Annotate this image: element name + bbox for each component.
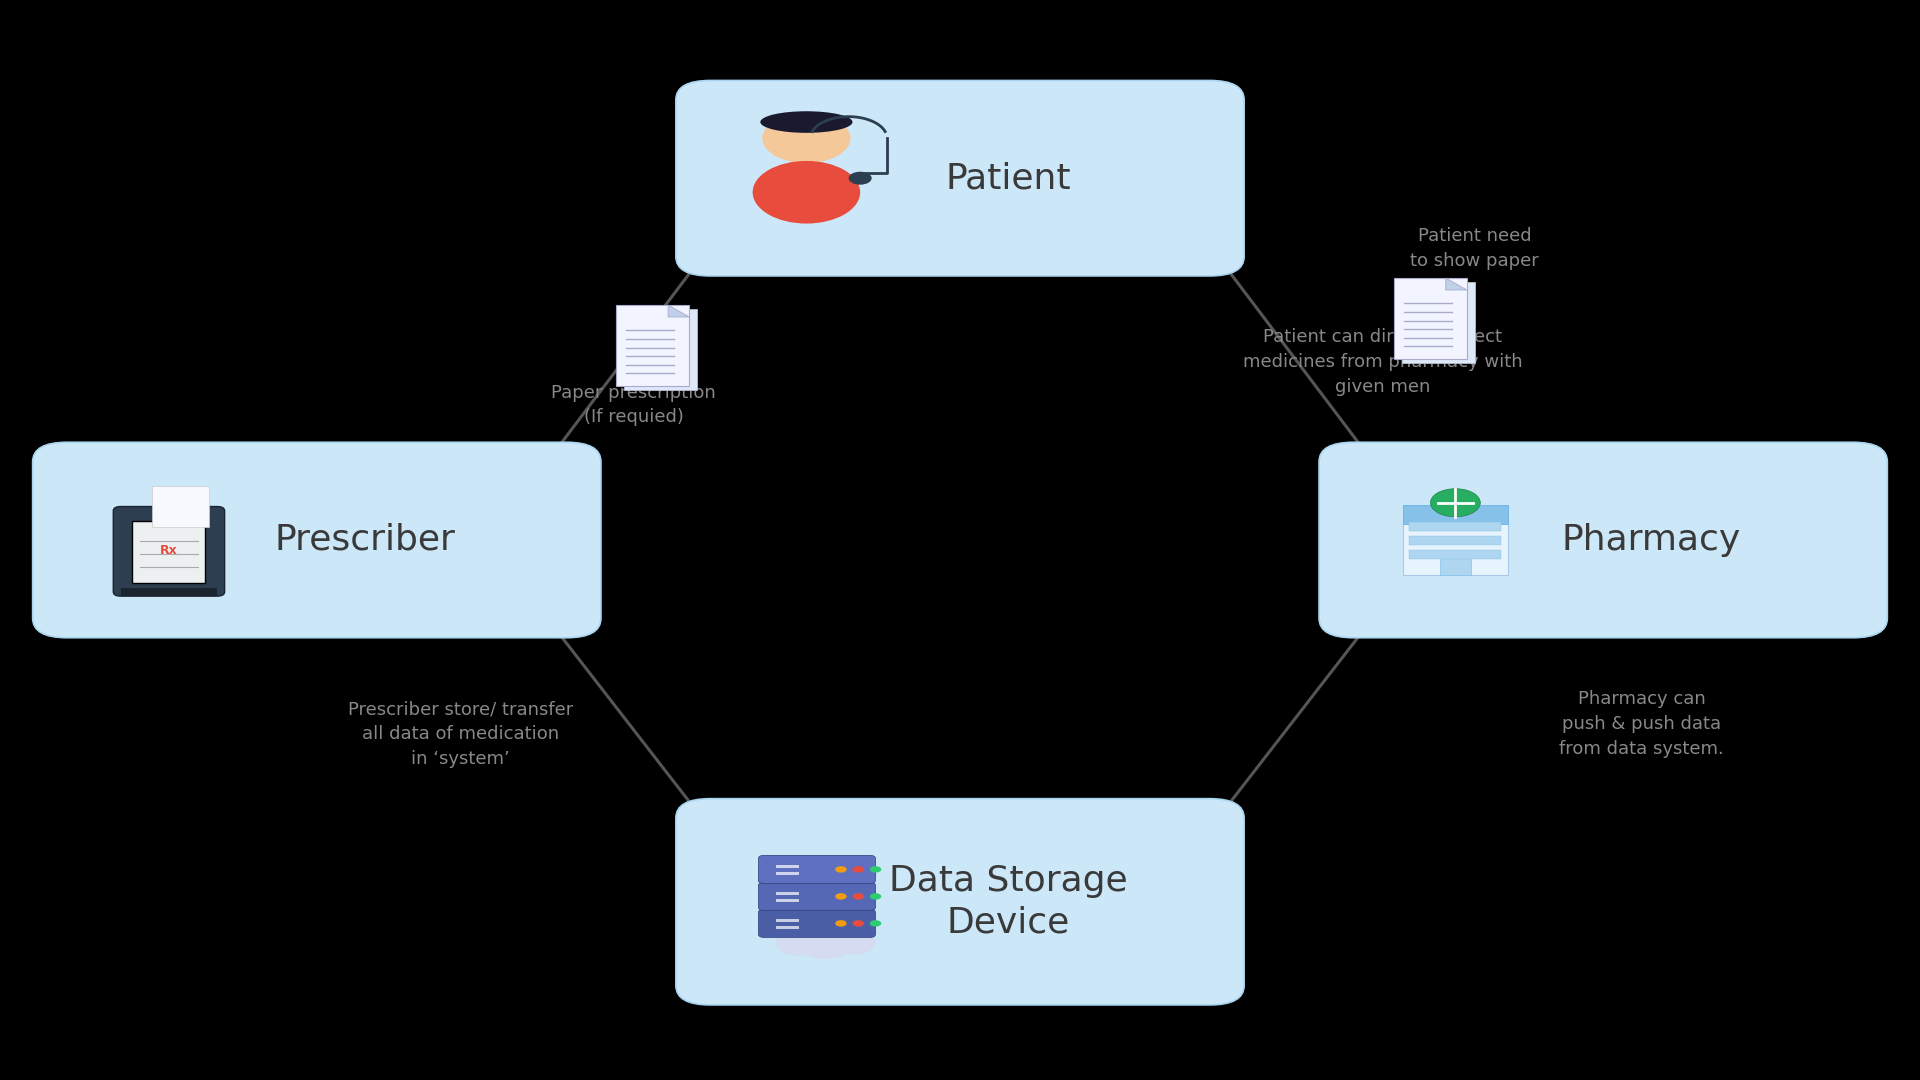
Text: Prescriber: Prescriber xyxy=(275,523,455,557)
Bar xyxy=(121,588,217,596)
Circle shape xyxy=(835,920,847,927)
FancyBboxPatch shape xyxy=(1319,443,1887,637)
Circle shape xyxy=(852,893,864,900)
Text: Patient need
to show paper: Patient need to show paper xyxy=(1409,227,1540,270)
Text: Pharmacy can
push & push data
from data system.: Pharmacy can push & push data from data … xyxy=(1559,690,1724,757)
Polygon shape xyxy=(668,305,689,318)
Bar xyxy=(776,899,799,902)
Bar xyxy=(795,149,818,164)
Bar xyxy=(1402,504,1509,525)
FancyBboxPatch shape xyxy=(676,81,1244,276)
FancyBboxPatch shape xyxy=(132,521,205,583)
Text: Rx: Rx xyxy=(159,544,179,557)
Bar xyxy=(776,919,799,922)
FancyBboxPatch shape xyxy=(152,486,209,527)
Circle shape xyxy=(835,866,847,873)
Circle shape xyxy=(833,931,876,955)
FancyBboxPatch shape xyxy=(1394,278,1467,359)
Text: Prescriber store/ transfer
all data of medication
in ‘system’: Prescriber store/ transfer all data of m… xyxy=(348,701,574,768)
Circle shape xyxy=(849,172,872,185)
FancyBboxPatch shape xyxy=(616,305,689,386)
Circle shape xyxy=(870,893,881,900)
Circle shape xyxy=(870,866,881,873)
FancyBboxPatch shape xyxy=(758,909,876,937)
Text: Patient can directly collect
medicines from pharmacy with
given men: Patient can directly collect medicines f… xyxy=(1242,328,1523,395)
Text: Paper prescription
(If requied): Paper prescription (If requied) xyxy=(551,383,716,427)
FancyBboxPatch shape xyxy=(113,507,225,596)
Circle shape xyxy=(797,927,854,959)
Bar xyxy=(776,865,799,868)
Bar xyxy=(1409,522,1501,531)
Circle shape xyxy=(852,920,864,927)
Bar xyxy=(776,892,799,895)
Bar xyxy=(1409,550,1501,559)
Polygon shape xyxy=(1446,278,1467,291)
FancyBboxPatch shape xyxy=(624,309,697,390)
Text: Pharmacy: Pharmacy xyxy=(1561,523,1741,557)
Circle shape xyxy=(776,930,822,956)
FancyBboxPatch shape xyxy=(33,443,601,637)
Bar xyxy=(1440,551,1471,575)
FancyBboxPatch shape xyxy=(758,882,876,910)
Circle shape xyxy=(762,113,851,163)
Bar xyxy=(776,926,799,929)
Text: Data Storage
Device: Data Storage Device xyxy=(889,864,1127,940)
Text: Patient: Patient xyxy=(945,161,1071,195)
Circle shape xyxy=(870,920,881,927)
Ellipse shape xyxy=(760,111,852,133)
FancyBboxPatch shape xyxy=(676,798,1244,1004)
Circle shape xyxy=(835,893,847,900)
Ellipse shape xyxy=(753,161,860,224)
Circle shape xyxy=(852,866,864,873)
FancyBboxPatch shape xyxy=(758,855,876,883)
Bar xyxy=(1409,536,1501,545)
Circle shape xyxy=(1430,488,1480,516)
FancyBboxPatch shape xyxy=(1402,283,1475,363)
Bar xyxy=(776,872,799,875)
Bar xyxy=(1402,516,1509,575)
